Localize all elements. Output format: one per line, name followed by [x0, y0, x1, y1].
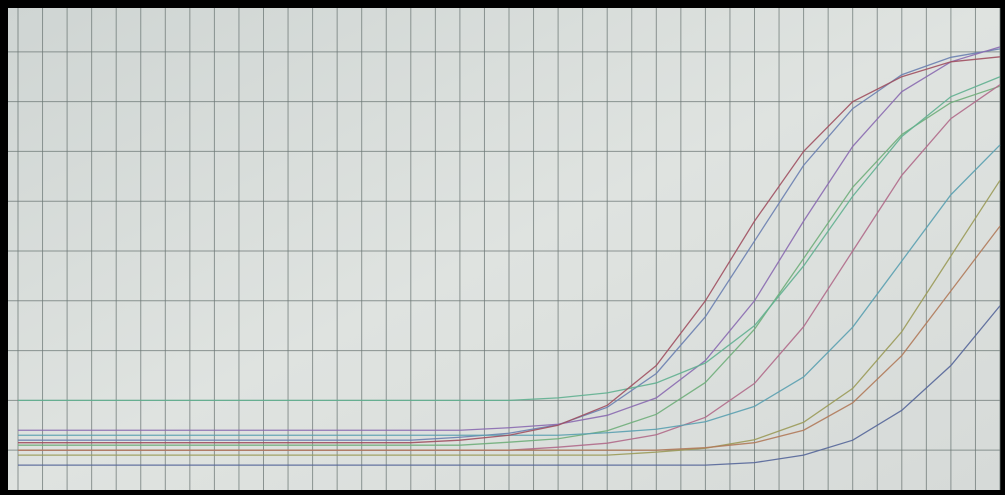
plot-background	[8, 8, 1000, 490]
page: (() => { const data = JSON.parse(documen…	[0, 0, 1005, 495]
chart	[0, 0, 1005, 495]
